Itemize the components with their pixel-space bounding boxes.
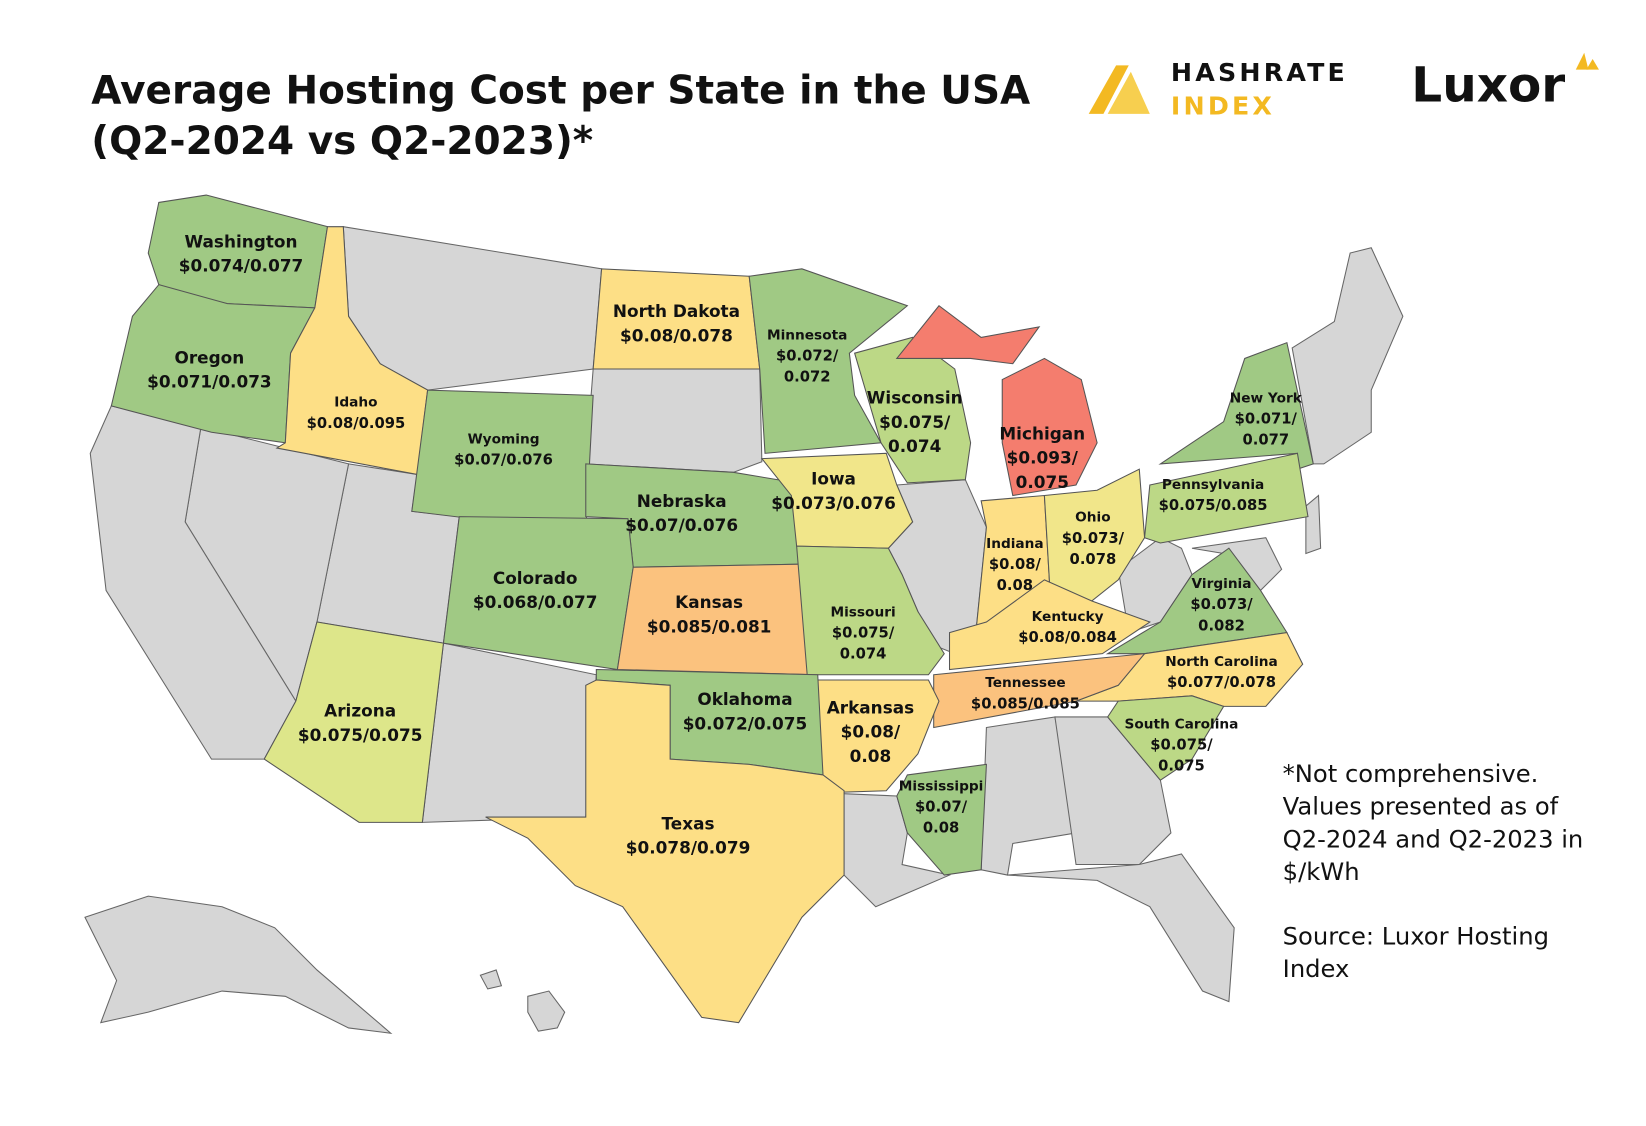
state-shape bbox=[485, 679, 845, 1024]
state-name: Oregon bbox=[175, 347, 245, 367]
unlisted-states bbox=[84, 226, 1404, 1034]
state-cost: $0.08/ bbox=[841, 722, 901, 742]
state-shape bbox=[263, 621, 445, 823]
state-name: Colorado bbox=[493, 568, 578, 588]
note-line: Values presented as of bbox=[1283, 792, 1559, 821]
state-cost: $0.072/ bbox=[776, 347, 839, 364]
state-cost: 0.075 bbox=[1158, 757, 1205, 774]
state-name: Kansas bbox=[675, 592, 743, 612]
state-name: Wisconsin bbox=[867, 388, 963, 408]
state-cost: $0.075/0.085 bbox=[1159, 497, 1268, 514]
luxor-logo: Luxor bbox=[1411, 52, 1599, 114]
hashrate-logo: HASHRATE INDEX bbox=[1088, 58, 1348, 121]
state-cost: $0.075/0.075 bbox=[298, 725, 423, 745]
state-name: Wyoming bbox=[468, 432, 540, 448]
state-cost: 0.08 bbox=[923, 820, 959, 837]
state-shape bbox=[796, 545, 945, 676]
state-shape bbox=[896, 763, 987, 876]
state-name: Michigan bbox=[999, 423, 1085, 443]
state-cost: 0.082 bbox=[1198, 617, 1245, 634]
state-cost: $0.075/ bbox=[832, 625, 895, 642]
source-line: Index bbox=[1283, 954, 1350, 983]
state-cost: 0.077 bbox=[1242, 432, 1289, 449]
note-line: $/kWh bbox=[1283, 857, 1360, 886]
state-cost: $0.073/ bbox=[1190, 596, 1253, 613]
state-name: Tennessee bbox=[985, 675, 1065, 691]
title-line: (Q2-2024 vs Q2-2023)* bbox=[91, 119, 593, 164]
state-cost: 0.08 bbox=[997, 577, 1033, 594]
state-cost: $0.077/0.078 bbox=[1167, 674, 1276, 691]
state-name: Arkansas bbox=[827, 697, 914, 717]
state-name: New York bbox=[1230, 391, 1303, 407]
state-cost: $0.08/0.095 bbox=[307, 415, 406, 432]
state-name: Nebraska bbox=[637, 491, 727, 511]
state-cost: 0.072 bbox=[784, 368, 831, 385]
state-cost: $0.08/ bbox=[989, 556, 1042, 573]
state-name: Kentucky bbox=[1032, 609, 1104, 625]
state-shape bbox=[760, 452, 914, 549]
state-shape bbox=[1107, 695, 1225, 781]
state-cost: $0.078/0.079 bbox=[626, 838, 751, 858]
title-line: Average Hosting Cost per State in the US… bbox=[91, 68, 1030, 113]
state-cost: $0.085/0.085 bbox=[971, 695, 1080, 712]
source-line: Source: Luxor Hosting bbox=[1283, 921, 1549, 950]
logo-text: HASHRATE bbox=[1171, 58, 1348, 87]
state-shape bbox=[748, 268, 909, 454]
state-cost: 0.078 bbox=[1070, 551, 1117, 568]
state-cost: 0.074 bbox=[888, 436, 941, 456]
state-cost: $0.085/0.081 bbox=[647, 616, 772, 636]
state-cost: $0.074/0.077 bbox=[179, 256, 304, 276]
logo-text: Luxor bbox=[1411, 58, 1565, 114]
state-cost: 0.08 bbox=[850, 746, 892, 766]
state-name: Arizona bbox=[324, 701, 396, 721]
state-cost: $0.07/0.076 bbox=[625, 515, 738, 535]
logo-text: INDEX bbox=[1171, 92, 1275, 121]
state-shapes bbox=[110, 194, 1314, 1024]
state-name: North Carolina bbox=[1165, 654, 1277, 670]
state-name: South Carolina bbox=[1125, 716, 1239, 732]
state-cost: $0.073/ bbox=[1062, 530, 1125, 547]
state-shape bbox=[933, 653, 1146, 729]
state-cost: $0.075/ bbox=[1150, 736, 1213, 753]
state-name: Missouri bbox=[830, 605, 895, 621]
state-cost: $0.08/0.084 bbox=[1018, 629, 1117, 646]
state-name: Indiana bbox=[986, 536, 1044, 552]
state-cost: $0.071/0.073 bbox=[147, 372, 272, 392]
notes: *Not comprehensive. Values presented as … bbox=[1283, 759, 1584, 983]
state-cost: $0.071/ bbox=[1235, 411, 1298, 428]
state-cost: $0.08/0.078 bbox=[620, 325, 733, 345]
state-name: Iowa bbox=[811, 469, 856, 489]
state-cost: $0.093/ bbox=[1007, 448, 1079, 468]
state-name: Washington bbox=[185, 231, 298, 251]
state-labels: Washington $0.074/0.077 Oregon $0.071/0.073… bbox=[147, 231, 1303, 857]
state-cost: $0.07/ bbox=[915, 799, 968, 816]
state-name: Virginia bbox=[1192, 576, 1252, 592]
state-cost: $0.072/0.075 bbox=[683, 713, 808, 733]
state-cost: $0.075/ bbox=[879, 412, 951, 432]
state-shape bbox=[948, 579, 1151, 671]
state-cost: 0.075 bbox=[1016, 472, 1069, 492]
state-name: Ohio bbox=[1075, 510, 1110, 526]
note-line: Q2-2024 and Q2-2023 in bbox=[1283, 824, 1584, 853]
state-cost: $0.068/0.077 bbox=[473, 592, 598, 612]
state-cost: $0.07/0.076 bbox=[454, 452, 553, 469]
state-shape bbox=[895, 305, 1098, 497]
state-name: Oklahoma bbox=[697, 689, 792, 709]
state-cost: $0.073/0.076 bbox=[771, 493, 896, 513]
state-name: Pennsylvania bbox=[1162, 477, 1264, 493]
note-line: *Not comprehensive. bbox=[1283, 759, 1539, 788]
state-cost: 0.074 bbox=[840, 646, 887, 663]
state-name: Minnesota bbox=[767, 327, 847, 343]
state-name: North Dakota bbox=[613, 301, 740, 321]
state-name: Idaho bbox=[334, 395, 377, 411]
state-name: Texas bbox=[662, 813, 715, 833]
state-shape bbox=[1143, 452, 1309, 544]
state-name: Mississippi bbox=[899, 779, 984, 795]
